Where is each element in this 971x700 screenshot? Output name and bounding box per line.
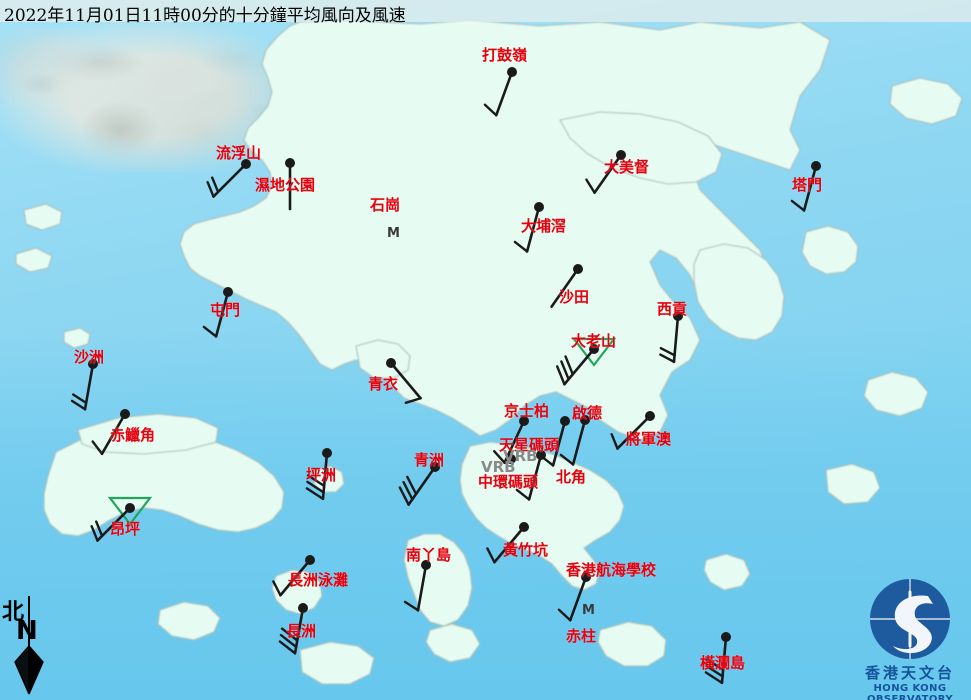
station-label: 打鼓嶺	[482, 46, 528, 64]
station-label: 坪洲	[306, 466, 337, 484]
variable-wind-label-central-b: VRB	[481, 458, 516, 476]
station-label: 大埔滘	[521, 217, 567, 235]
station-label: 大美督	[604, 158, 650, 176]
station-label: 北角	[556, 468, 587, 486]
station-label: 中環碼頭	[478, 473, 539, 491]
station-label: 青洲	[414, 451, 445, 469]
hko-logo-zh: 香港天文台	[864, 664, 955, 682]
north-label-en: N	[16, 616, 38, 646]
station-label: 沙洲	[74, 348, 105, 366]
satellite-imagery-patch-secondary	[0, 28, 120, 118]
station-label: 南丫島	[406, 546, 452, 564]
station-label: 大老山	[571, 332, 617, 350]
station-label: 香港航海學校	[566, 561, 657, 579]
variable-wind-label-central-a: VRB	[503, 447, 538, 465]
hko-logo: 香港天文台 HONG KONG OBSERVATORY	[849, 576, 971, 700]
station-label: 石崗	[370, 196, 401, 214]
station-label: 濕地公園	[255, 176, 316, 194]
missing-data-marker: M	[582, 603, 595, 618]
station-label: 青衣	[368, 375, 399, 393]
missing-data-marker: M	[387, 226, 400, 241]
station-label: 將軍澳	[626, 430, 672, 448]
page-title: 2022年11月01日11時00分的十分鐘平均風向及風速	[4, 6, 406, 26]
station-label: 長洲泳灘	[288, 571, 349, 589]
hko-logo-en: HONG KONG OBSERVATORY	[867, 683, 953, 700]
station-label: 天星碼頭	[499, 436, 560, 454]
station-label: 流浮山	[216, 144, 262, 162]
station-label: 塔門	[792, 176, 823, 194]
station-label: 赤鱲角	[110, 426, 156, 444]
station-label: 啟德	[572, 404, 603, 422]
station-label: 長洲	[286, 622, 317, 640]
north-arrow: 北 N	[2, 594, 62, 698]
station-label: 屯門	[210, 301, 241, 319]
station-label: 沙田	[559, 288, 590, 306]
station-label: 西貢	[657, 300, 688, 318]
north-label-zh: 北	[2, 599, 25, 625]
station-label: 赤柱	[566, 627, 597, 645]
station-label: 京士柏	[504, 402, 550, 420]
station-label: 昂坪	[110, 520, 141, 538]
station-label: 橫瀾島	[700, 654, 746, 672]
station-label: 黃竹坑	[503, 541, 549, 559]
title-bar	[0, 0, 971, 22]
